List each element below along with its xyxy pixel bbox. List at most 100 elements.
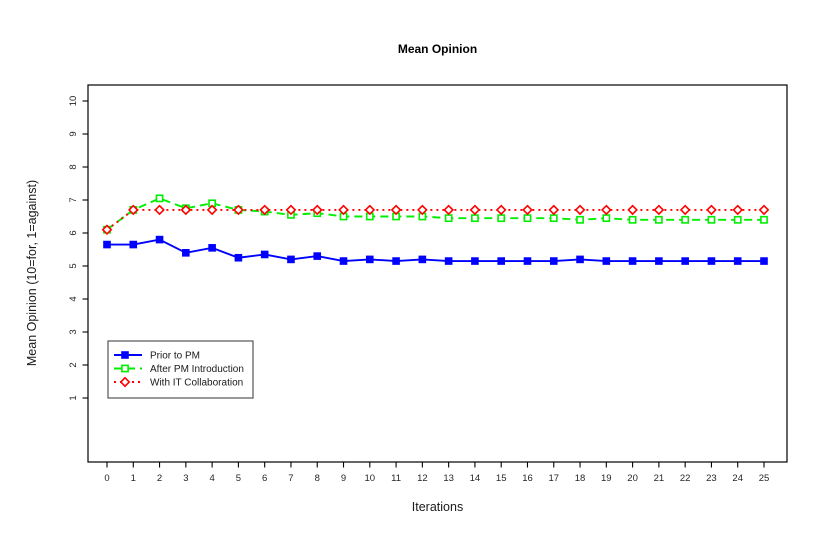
x-tick-label: 8 — [315, 473, 320, 484]
x-axis: 0 1 2 3 4 5 6 7 8 9 10 11 12 13 14 15 16 17 18 19 20 21 22 23 24… — [104, 462, 769, 484]
x-tick-label: 0 — [104, 473, 109, 484]
series-line-with-it-collaboration — [106, 208, 764, 231]
data-point-prior-to-pm — [234, 253, 243, 262]
data-point-with-it-collaboration — [469, 204, 481, 216]
y-axis-label: Mean Opinion (10=for, 1=against) — [25, 180, 39, 366]
data-point-with-it-collaboration — [548, 204, 560, 216]
y-tick-label: 1 — [68, 395, 79, 400]
x-tick-label: 7 — [288, 473, 293, 484]
data-point-after-pm-introduction — [707, 215, 716, 224]
series-markers-prior-to-pm — [103, 235, 768, 265]
y-tick-label: 2 — [68, 362, 79, 367]
data-point-with-it-collaboration — [495, 204, 507, 216]
x-tick-label: 3 — [183, 473, 188, 484]
data-point-after-pm-introduction — [576, 215, 584, 224]
data-point-prior-to-pm — [182, 248, 190, 257]
x-tick-label: 25 — [759, 473, 770, 484]
x-tick-label: 18 — [575, 473, 586, 484]
data-point-with-it-collaboration — [206, 204, 218, 216]
legend-item-after-pm-introduction: After PM Introduction — [114, 364, 244, 375]
data-point-after-pm-introduction — [549, 214, 558, 223]
x-tick-label: 9 — [341, 473, 346, 484]
x-tick-label: 13 — [443, 473, 454, 484]
data-point-prior-to-pm — [103, 240, 111, 249]
data-point-after-pm-introduction — [654, 215, 663, 224]
x-tick-label: 10 — [365, 473, 376, 484]
data-point-prior-to-pm — [339, 257, 348, 265]
legend-item-prior-to-pm: Prior to PM — [114, 351, 200, 362]
x-tick-label: 14 — [470, 473, 481, 484]
y-tick-label: 6 — [68, 230, 79, 235]
x-tick-label: 12 — [417, 473, 428, 484]
data-point-with-it-collaboration — [417, 204, 428, 216]
data-point-with-it-collaboration — [758, 204, 770, 216]
series-markers-with-it-collaboration — [101, 204, 770, 236]
data-point-with-it-collaboration — [679, 204, 691, 216]
data-point-with-it-collaboration — [600, 204, 612, 216]
series-line-after-pm-introduction — [106, 197, 764, 231]
x-tick-label: 19 — [601, 473, 612, 484]
y-axis: 1 2 3 4 5 6 7 8 9 10 — [68, 96, 88, 401]
data-point-prior-to-pm — [655, 257, 663, 265]
series-line-prior-to-pm — [107, 238, 764, 263]
chart-title: Mean Opinion — [398, 42, 477, 56]
legend-item-with-it-collaboration: With IT Collaboration — [114, 376, 243, 389]
data-point-prior-to-pm — [602, 257, 611, 265]
x-tick-label: 6 — [262, 473, 267, 484]
data-point-after-pm-introduction — [628, 215, 637, 224]
x-tick-label: 11 — [391, 473, 401, 484]
data-point-after-pm-introduction — [602, 214, 611, 223]
legend-label-after-pm-introduction: After PM Introduction — [150, 364, 244, 375]
plot-border — [87, 84, 788, 463]
y-tick-label: 10 — [68, 96, 79, 107]
x-tick-label: 23 — [706, 473, 717, 484]
data-point-after-pm-introduction — [155, 194, 164, 203]
data-point-prior-to-pm — [707, 257, 716, 265]
legend-marker-prior-to-pm — [121, 351, 129, 359]
data-point-after-pm-introduction — [444, 214, 453, 223]
x-tick-label: 15 — [496, 473, 507, 484]
x-tick-label: 5 — [236, 473, 241, 484]
legend-label-prior-to-pm: Prior to PM — [150, 351, 200, 362]
data-point-prior-to-pm — [418, 255, 427, 264]
data-point-with-it-collaboration — [285, 204, 297, 216]
data-point-prior-to-pm — [392, 257, 400, 265]
series-group — [101, 194, 770, 265]
data-point-with-it-collaboration — [627, 204, 638, 216]
data-point-with-it-collaboration — [180, 204, 192, 216]
data-point-after-pm-introduction — [523, 214, 532, 223]
x-tick-label: 21 — [654, 473, 665, 484]
data-point-prior-to-pm — [287, 255, 295, 264]
data-point-with-it-collaboration — [390, 204, 402, 216]
data-point-with-it-collaboration — [338, 204, 349, 216]
y-tick-label: 3 — [68, 329, 79, 334]
data-point-prior-to-pm — [366, 255, 374, 264]
data-point-after-pm-introduction — [471, 214, 479, 223]
legend-marker-with-it-collaboration — [119, 376, 131, 388]
data-point-with-it-collaboration — [311, 204, 323, 216]
data-point-after-pm-introduction — [733, 215, 742, 224]
x-tick-label: 22 — [680, 473, 691, 484]
data-point-with-it-collaboration — [364, 204, 376, 216]
x-tick-label: 24 — [732, 473, 743, 484]
data-point-after-pm-introduction — [497, 214, 506, 223]
data-point-with-it-collaboration — [443, 204, 454, 216]
data-point-prior-to-pm — [576, 255, 584, 264]
legend-marker-after-pm-introduction — [121, 364, 129, 373]
data-point-after-pm-introduction — [760, 215, 768, 224]
y-tick-label: 8 — [68, 164, 79, 169]
data-point-prior-to-pm — [155, 235, 164, 244]
data-point-prior-to-pm — [523, 257, 532, 265]
data-point-prior-to-pm — [260, 250, 269, 259]
data-point-with-it-collaboration — [233, 204, 244, 216]
x-tick-label: 17 — [548, 473, 559, 484]
data-point-prior-to-pm — [129, 240, 138, 249]
legend-box — [107, 340, 254, 399]
data-point-prior-to-pm — [444, 257, 453, 265]
data-point-prior-to-pm — [760, 257, 768, 265]
y-tick-label: 7 — [68, 197, 79, 202]
data-point-with-it-collaboration — [653, 204, 665, 216]
data-point-prior-to-pm — [733, 257, 742, 265]
data-point-with-it-collaboration — [127, 204, 139, 216]
